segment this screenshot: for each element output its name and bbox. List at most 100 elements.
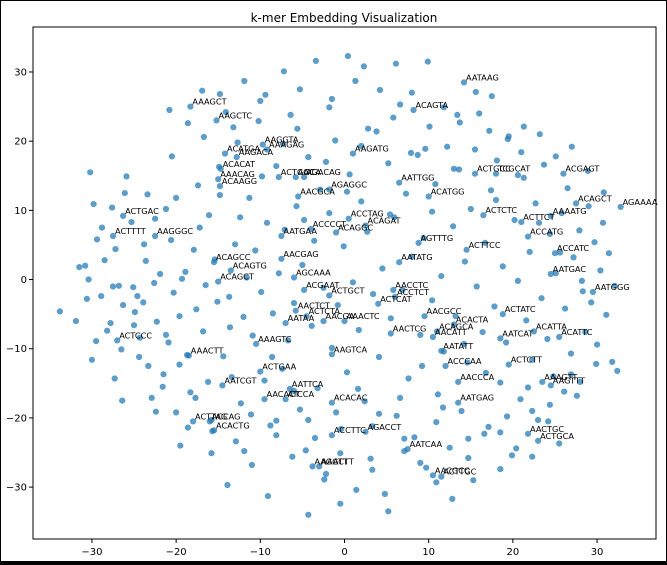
data-point — [162, 205, 170, 213]
data-point — [550, 373, 557, 380]
data-point — [499, 263, 506, 270]
point-label: ACAGTA — [416, 100, 449, 110]
data-point — [301, 216, 308, 224]
data-point — [104, 327, 111, 334]
data-point — [328, 344, 335, 352]
data-point — [467, 205, 474, 213]
data-point — [390, 286, 397, 293]
point-label: AAGTTT — [553, 375, 586, 385]
data-point — [205, 378, 212, 385]
data-point — [292, 307, 299, 314]
data-point — [287, 111, 294, 118]
data-point — [360, 63, 367, 70]
data-point — [176, 313, 183, 320]
data-point — [552, 153, 559, 160]
data-point — [344, 53, 351, 60]
data-point — [224, 481, 231, 489]
data-point — [248, 461, 255, 469]
data-point — [420, 234, 427, 242]
point-label: AATTGG — [401, 173, 434, 183]
data-point — [257, 97, 264, 105]
data-point — [611, 282, 618, 289]
data-point — [308, 322, 315, 329]
point-label: ACTCTT — [511, 355, 543, 365]
data-point — [561, 388, 568, 395]
data-point — [120, 302, 127, 309]
data-point — [98, 293, 105, 300]
data-point — [130, 284, 137, 291]
data-point — [524, 384, 532, 391]
data-point — [455, 166, 463, 173]
data-point — [202, 282, 209, 289]
data-point — [573, 392, 581, 399]
point-label: ACCATC — [557, 243, 589, 253]
point-label: AAGGTT — [315, 456, 350, 466]
data-point — [487, 187, 495, 194]
data-point — [352, 77, 359, 85]
data-point — [524, 233, 532, 240]
point-label: ACTTCT — [523, 212, 555, 222]
data-point — [184, 424, 191, 431]
data-point — [299, 261, 306, 269]
data-point — [470, 477, 477, 484]
data-point — [411, 434, 418, 441]
data-point — [376, 86, 383, 94]
data-point — [405, 375, 412, 382]
data-point — [311, 434, 319, 442]
point-label: AACGCC — [427, 306, 462, 316]
point-label: AAGTCA — [334, 344, 368, 354]
point-label: AATCGT — [224, 375, 257, 385]
data-point — [187, 389, 194, 396]
data-point — [408, 253, 415, 260]
point-label: ACATGA — [227, 144, 260, 154]
point-label: AGAAAA — [623, 197, 658, 207]
data-point — [285, 337, 292, 344]
point-label: AATGGG — [595, 282, 630, 292]
points-layer — [56, 53, 624, 518]
data-point — [83, 295, 90, 302]
data-point — [593, 360, 600, 368]
data-point — [199, 87, 206, 94]
data-point — [390, 114, 397, 121]
data-point — [570, 254, 577, 261]
data-point — [429, 297, 436, 304]
data-point — [152, 408, 159, 415]
point-label: AACATT — [435, 327, 468, 337]
data-point — [85, 276, 92, 283]
data-point — [177, 442, 184, 449]
data-point — [485, 423, 492, 430]
data-point — [584, 167, 591, 174]
data-point — [529, 453, 536, 460]
point-label: ACTTAG — [195, 411, 227, 421]
point-label: ACTTCC — [469, 240, 501, 250]
data-point — [226, 324, 234, 331]
point-label: ACAAGG — [222, 176, 257, 186]
data-point — [144, 191, 151, 198]
data-point — [520, 123, 527, 130]
point-label: ACAGCT — [220, 272, 255, 282]
data-point — [473, 283, 480, 290]
data-point — [407, 149, 415, 156]
point-label: ACCTTC — [334, 425, 366, 435]
data-point — [450, 321, 457, 328]
data-point — [465, 435, 472, 442]
data-point — [345, 215, 352, 222]
data-point — [492, 196, 500, 204]
data-point — [293, 203, 300, 210]
data-point — [482, 369, 489, 376]
data-point — [578, 277, 586, 284]
data-point — [296, 86, 303, 93]
point-label: AGAGGC — [331, 180, 367, 190]
point-label: ACTGAA — [262, 362, 296, 372]
y-tick-label: 30 — [14, 67, 27, 78]
data-point — [538, 295, 545, 302]
data-point — [273, 417, 280, 424]
data-point — [168, 237, 175, 244]
data-point — [471, 170, 479, 177]
data-point — [214, 298, 221, 305]
data-point — [253, 340, 260, 347]
point-label: AACTCG — [393, 324, 427, 334]
data-point — [433, 479, 440, 486]
point-label: ACCTAG — [351, 209, 384, 219]
data-point — [162, 331, 170, 338]
